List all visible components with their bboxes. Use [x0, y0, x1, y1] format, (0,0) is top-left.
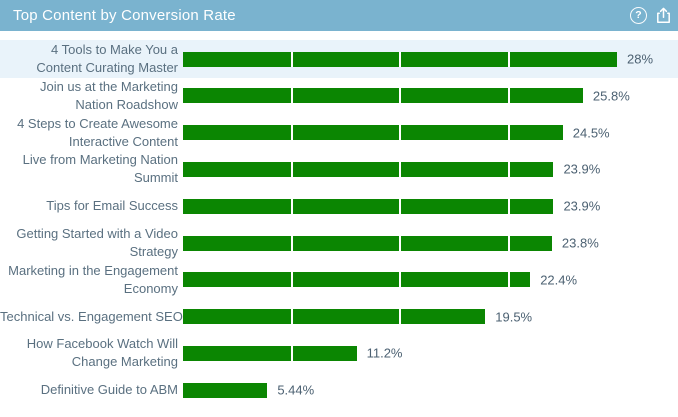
gridline: [399, 161, 401, 177]
bar-value: 23.9%: [563, 198, 601, 214]
chart-area: 4 Tools to Make You a Content Curating M…: [0, 31, 678, 417]
bar[interactable]: [183, 235, 552, 251]
bar[interactable]: [183, 51, 617, 67]
gridline: [290, 88, 293, 104]
gridline: [399, 125, 401, 141]
bar[interactable]: [183, 382, 268, 398]
gridline: [507, 51, 510, 67]
header-icons: ?: [630, 7, 678, 24]
panel-title: Top Content by Conversion Rate: [13, 7, 236, 24]
gridline: [290, 345, 293, 361]
gridline: [507, 161, 510, 177]
bar-label: Live from Marketing Nation Summit: [22, 152, 178, 186]
bar-label: Tips for Email Success: [46, 198, 178, 214]
bar-label: How Facebook Watch Will Change Marketing: [26, 336, 178, 370]
gridline: [290, 51, 293, 67]
gridline: [399, 198, 401, 214]
bar[interactable]: [183, 309, 486, 325]
gridline: [507, 272, 510, 288]
bar[interactable]: [183, 125, 563, 141]
bar-value: 22.4%: [540, 272, 578, 288]
bar[interactable]: [183, 272, 531, 288]
panel-header: Top Content by Conversion Rate ?: [0, 0, 678, 31]
gridline: [290, 235, 293, 251]
gridline: [507, 198, 510, 214]
gridline: [507, 88, 510, 104]
bar-value: 19.5%: [495, 309, 533, 325]
bar-label: 4 Steps to Create Awesome Interactive Co…: [17, 115, 178, 149]
bar-label: Technical vs. Engagement SEO: [0, 308, 183, 324]
bar-value: 25.8%: [592, 88, 630, 104]
bar-value: 23.8%: [561, 235, 599, 251]
bar-value: 28%: [627, 51, 654, 67]
bar-label: Getting Started with a Video Strategy: [16, 226, 178, 259]
help-icon[interactable]: ?: [630, 7, 647, 24]
gridline: [290, 198, 293, 214]
bar-value: 24.5%: [572, 125, 610, 141]
gridline: [507, 235, 510, 251]
bar-value: 11.2%: [366, 345, 403, 361]
gridline: [399, 272, 401, 288]
bar-label: Definitive Guide to ABM: [40, 382, 178, 398]
bar[interactable]: [183, 161, 554, 177]
bar-value: 23.9%: [563, 161, 601, 177]
gridline: [290, 161, 293, 177]
gridline: [399, 309, 401, 325]
bar-label: 4 Tools to Make You a Content Curating M…: [36, 42, 178, 75]
gridline: [399, 51, 401, 67]
gridline: [399, 235, 401, 251]
bar-value: 5.44%: [277, 382, 315, 398]
gridline: [290, 125, 293, 141]
bar[interactable]: [183, 198, 554, 214]
bar[interactable]: [183, 345, 357, 361]
gridline: [507, 125, 510, 141]
gridline: [290, 272, 293, 288]
bar[interactable]: [183, 88, 583, 104]
gridline: [290, 309, 293, 325]
gridline: [399, 88, 401, 104]
share-export-icon[interactable]: [656, 7, 671, 24]
bar-label: Marketing in the Engagement Economy: [8, 262, 178, 296]
bar-label: Join us at the Marketing Nation Roadshow: [39, 78, 178, 112]
